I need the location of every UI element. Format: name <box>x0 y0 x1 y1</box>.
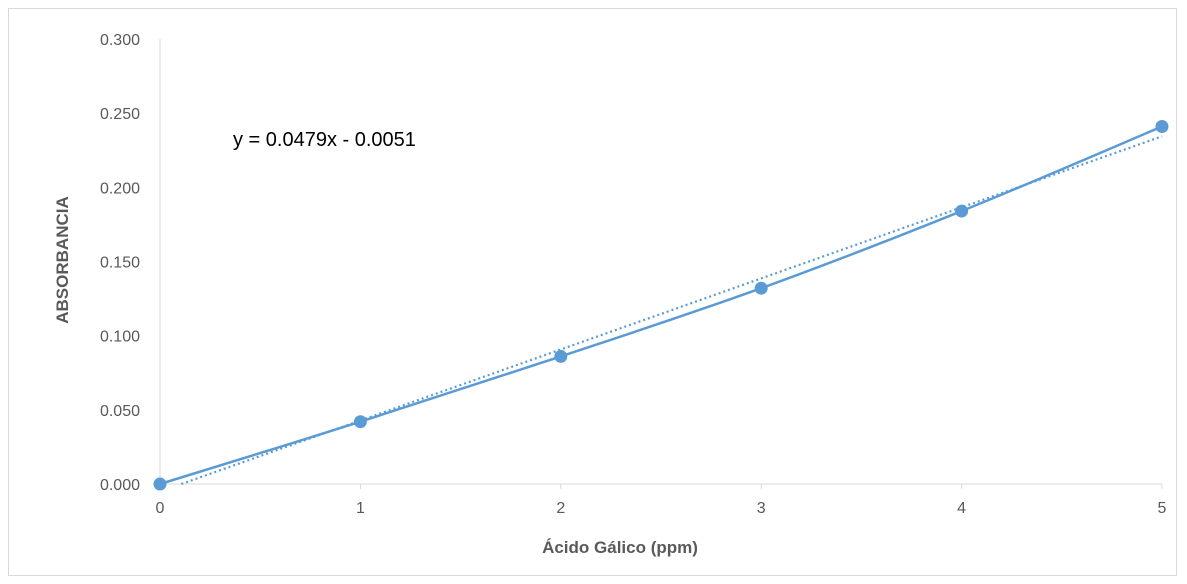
y-tick-label: 0.250 <box>100 106 140 123</box>
data-point <box>554 349 568 363</box>
x-tick-labels: 0 1 2 3 4 5 <box>156 484 1167 517</box>
x-tick-label: 3 <box>757 500 766 517</box>
data-point <box>955 204 969 218</box>
chart-frame <box>8 8 1177 576</box>
x-tick-label: 1 <box>356 500 365 517</box>
x-tick-label: 2 <box>556 500 565 517</box>
axes <box>159 39 1162 485</box>
data-point <box>754 281 768 295</box>
y-tick-label: 0.300 <box>100 32 140 49</box>
x-axis-title: Ácido Gálico (ppm) <box>542 538 698 557</box>
x-tick-label: 4 <box>957 500 966 517</box>
data-points <box>153 120 1169 491</box>
y-tick-label: 0.050 <box>100 403 140 420</box>
trendline <box>180 135 1163 486</box>
data-point <box>1155 120 1169 134</box>
y-tick-label: 0.150 <box>100 255 140 272</box>
y-axis-title: ABSORBANCIA <box>53 196 72 324</box>
data-point <box>153 477 167 491</box>
y-tick-label: 0.100 <box>100 329 140 346</box>
x-tick-label: 0 <box>156 500 165 517</box>
data-point <box>353 415 367 429</box>
x-tick-label: 5 <box>1158 500 1167 517</box>
trendline-equation: y = 0.0479x - 0.0051 <box>233 129 416 151</box>
y-tick-labels: 0.000 0.050 0.100 0.150 0.200 0.250 0.300 <box>100 32 140 494</box>
series-line <box>159 125 1163 486</box>
y-tick-label: 0.200 <box>100 180 140 197</box>
y-tick-label: 0.000 <box>100 477 140 494</box>
